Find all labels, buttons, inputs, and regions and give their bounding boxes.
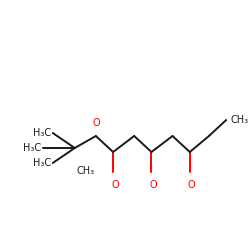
- Text: H₃C: H₃C: [23, 143, 41, 153]
- Text: O: O: [188, 180, 196, 190]
- Text: O: O: [92, 118, 100, 128]
- Text: CH₃: CH₃: [230, 115, 248, 125]
- Text: O: O: [111, 180, 119, 190]
- Text: H₃C: H₃C: [33, 158, 51, 168]
- Text: H₃C: H₃C: [33, 128, 51, 138]
- Text: CH₃: CH₃: [77, 166, 95, 176]
- Text: O: O: [150, 180, 157, 190]
